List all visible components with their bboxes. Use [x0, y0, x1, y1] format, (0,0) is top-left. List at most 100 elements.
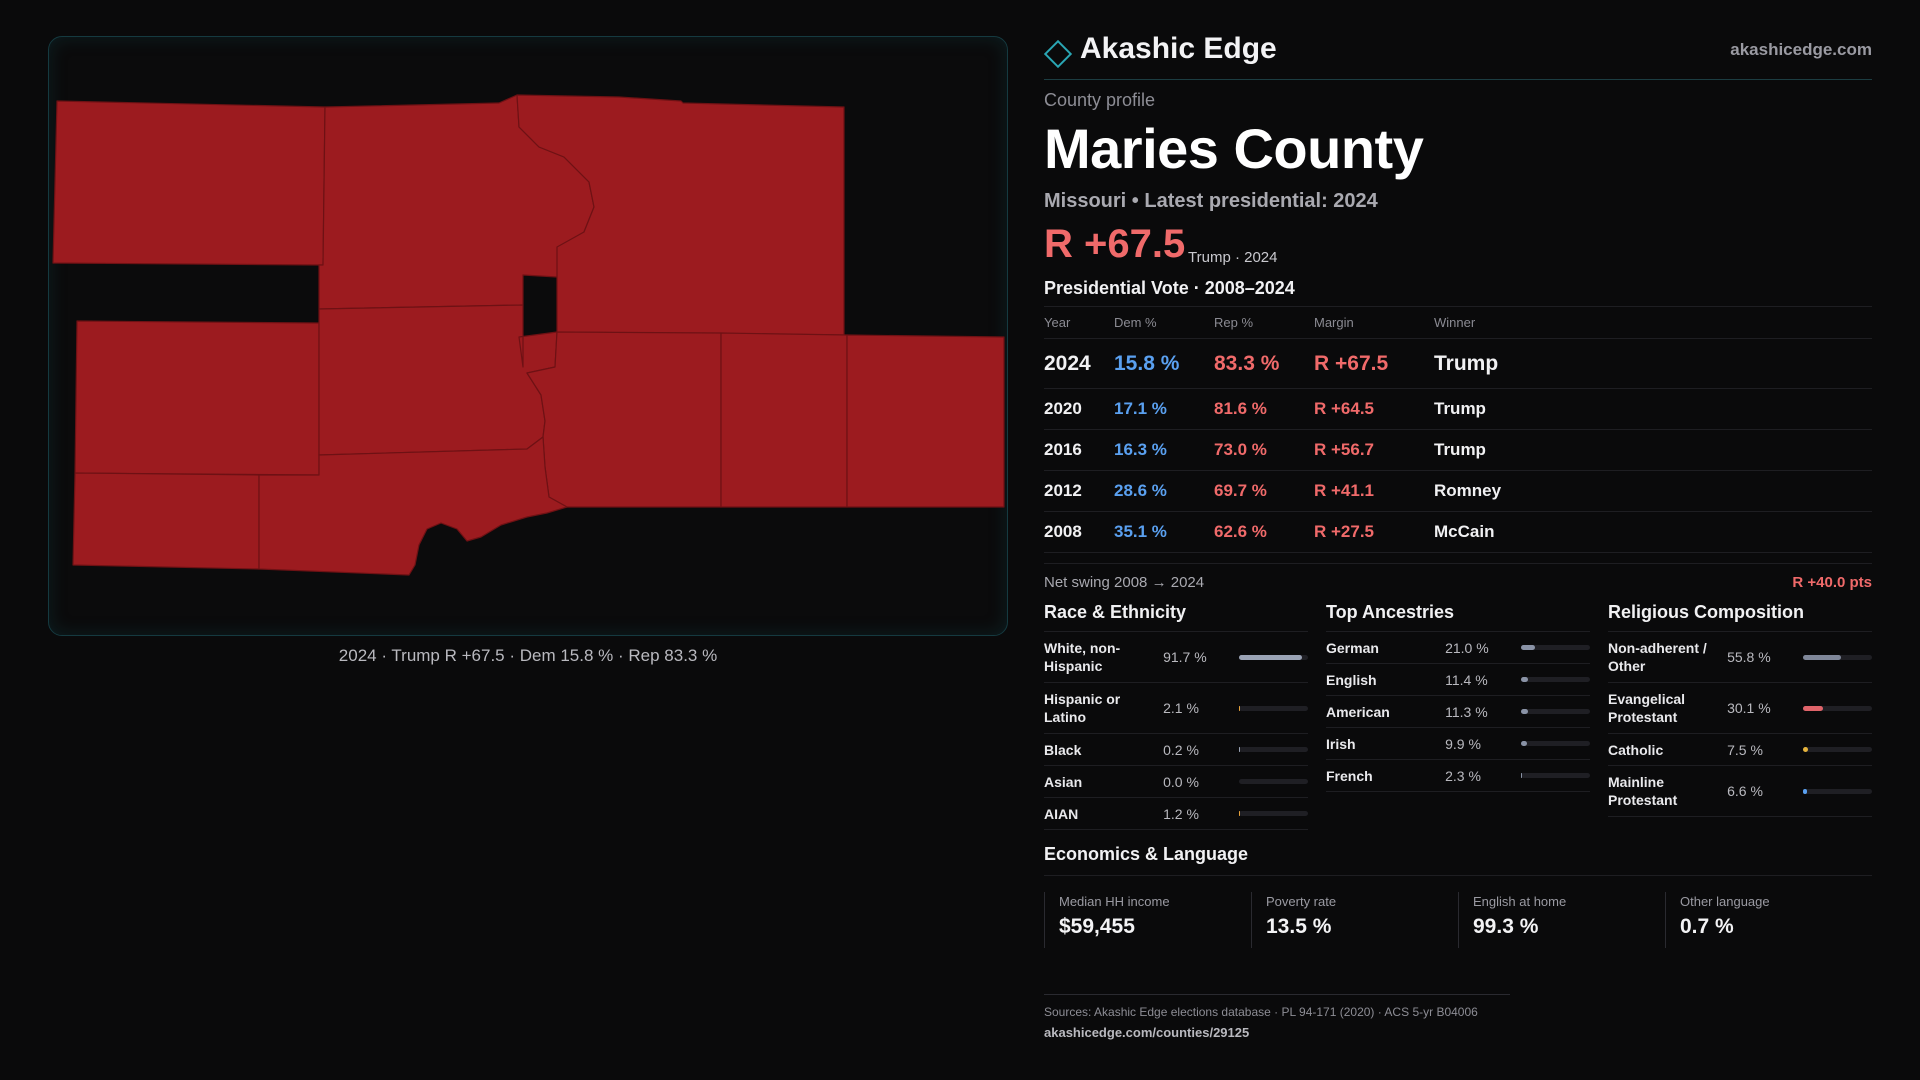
- bar-track: [1520, 773, 1590, 778]
- map-region[interactable]: [52, 100, 326, 266]
- list-item: Asian 0.0 %: [1044, 766, 1308, 798]
- bar-label: American: [1326, 703, 1390, 720]
- brand-name[interactable]: Akashic Edge: [1080, 32, 1277, 65]
- headline-margin: R +67.5: [1044, 222, 1186, 266]
- stat-cell: Median HH income $59,455: [1044, 892, 1251, 948]
- bar-label: Mainline Protestant: [1608, 774, 1678, 808]
- county-map[interactable]: [48, 36, 1008, 636]
- eyebrow-label: County profile: [1044, 90, 1156, 110]
- map-region[interactable]: [318, 304, 558, 456]
- bar-value: 9.9 %: [1445, 735, 1481, 752]
- vote-table-header: Year Dem % Rep % Margin Winner: [1044, 306, 1872, 339]
- page-title: Maries County: [1044, 117, 1424, 180]
- table-row: 2024 15.8 % 83.3 % R +67.5 Trump: [1044, 338, 1872, 389]
- ancestry-section: Top Ancestries German 21.0 % English 11.…: [1326, 602, 1590, 792]
- religion-section-title: Religious Composition: [1608, 602, 1872, 632]
- bar-label: Asian: [1044, 773, 1083, 790]
- bar-value: 0.2 %: [1163, 741, 1199, 758]
- dem-cell: 17.1 %: [1114, 388, 1214, 430]
- header-rep: Rep %: [1214, 306, 1314, 339]
- table-row: 2016 16.3 % 73.0 % R +56.7 Trump: [1044, 429, 1872, 471]
- map-region[interactable]: [516, 94, 845, 336]
- table-row: 2008 35.1 % 62.6 % R +27.5 McCain: [1044, 511, 1872, 553]
- list-item: Mainline Protestant 6.6 %: [1608, 766, 1872, 817]
- bar-track: [1520, 645, 1590, 650]
- list-item: White, non-Hispanic 91.7 %: [1044, 632, 1308, 683]
- bar-value: 1.2 %: [1163, 805, 1199, 822]
- bar-label: Evangelical Protestant: [1608, 691, 1686, 725]
- bar-track: [1802, 788, 1872, 794]
- county-map-svg[interactable]: [49, 37, 1007, 635]
- bar-fill: [1802, 747, 1808, 752]
- diamond-icon: [1043, 39, 1073, 69]
- winner-cell: Trump: [1434, 429, 1872, 471]
- list-item: American 11.3 %: [1326, 696, 1590, 728]
- list-item: French 2.3 %: [1326, 760, 1590, 792]
- list-item: Non-adherent / Other 55.8 %: [1608, 632, 1872, 683]
- rep-cell: 69.7 %: [1214, 470, 1314, 512]
- stat-cell: English at home 99.3 %: [1458, 892, 1665, 948]
- map-region[interactable]: [258, 436, 568, 576]
- bar-fill: [1238, 811, 1240, 816]
- bar-track: [1238, 654, 1308, 660]
- bar-fill: [1520, 773, 1523, 778]
- stat-label: Poverty rate: [1266, 894, 1337, 909]
- winner-cell: Trump: [1434, 338, 1872, 389]
- stat-value: 0.7 %: [1680, 915, 1734, 938]
- bar-track: [1238, 811, 1308, 816]
- map-region[interactable]: [526, 331, 722, 508]
- year-cell: 2020: [1044, 388, 1114, 430]
- margin-cell: R +27.5: [1314, 511, 1434, 553]
- stat-value: $59,455: [1059, 915, 1135, 938]
- header-year: Year: [1044, 306, 1114, 339]
- table-row: 2020 17.1 % 81.6 % R +64.5 Trump: [1044, 388, 1872, 430]
- bar-value: 6.6 %: [1727, 783, 1763, 799]
- sources-text: Sources: Akashic Edge elections database…: [1044, 1005, 1478, 1019]
- list-item: English 11.4 %: [1326, 664, 1590, 696]
- year-cell: 2024: [1044, 338, 1114, 389]
- rep-cell: 73.0 %: [1214, 429, 1314, 471]
- bar-label: English: [1326, 671, 1377, 688]
- county-profile-panel: Akashic Edge akashicedge.com County prof…: [1043, 0, 1872, 1080]
- list-item: AIAN 1.2 %: [1044, 798, 1308, 830]
- net-swing-row: Net swing 2008 → 2024 R +40.0 pts: [1044, 563, 1872, 593]
- bar-track: [1238, 747, 1308, 752]
- bar-value: 21.0 %: [1445, 639, 1489, 656]
- stat-cell: Poverty rate 13.5 %: [1251, 892, 1458, 948]
- map-region[interactable]: [72, 472, 260, 570]
- margin-cell: R +64.5: [1314, 388, 1434, 430]
- margin-cell: R +67.5: [1314, 338, 1434, 389]
- race-section: Race & Ethnicity White, non-Hispanic 91.…: [1044, 602, 1308, 830]
- stat-value: 13.5 %: [1266, 915, 1332, 938]
- sources-footer: Sources: Akashic Edge elections database…: [1044, 994, 1510, 1040]
- economics-section-title: Economics & Language: [1044, 844, 1872, 876]
- map-region[interactable]: [846, 334, 1005, 508]
- stat-label: Median HH income: [1059, 894, 1170, 909]
- stat-label: Other language: [1680, 894, 1770, 909]
- margin-cell: R +56.7: [1314, 429, 1434, 471]
- bar-value: 91.7 %: [1163, 649, 1207, 665]
- map-region[interactable]: [720, 332, 848, 508]
- rep-cell: 83.3 %: [1214, 338, 1314, 389]
- brand-url[interactable]: akashicedge.com: [1730, 40, 1872, 59]
- bar-fill: [1238, 747, 1240, 752]
- bar-track: [1802, 654, 1872, 660]
- brand-header: Akashic Edge akashicedge.com: [1043, 30, 1872, 80]
- bar-value: 2.1 %: [1163, 700, 1199, 716]
- ancestry-section-title: Top Ancestries: [1326, 602, 1590, 632]
- bar-value: 11.4 %: [1445, 671, 1488, 688]
- map-region[interactable]: [74, 320, 320, 476]
- rep-cell: 62.6 %: [1214, 511, 1314, 553]
- bar-fill: [1520, 645, 1536, 650]
- list-item: Black 0.2 %: [1044, 734, 1308, 766]
- winner-cell: Romney: [1434, 470, 1872, 512]
- map-caption: 2024 · Trump R +67.5 · Dem 15.8 % · Rep …: [338, 646, 718, 665]
- bar-track: [1802, 747, 1872, 752]
- margin-cell: R +41.1: [1314, 470, 1434, 512]
- bar-label: White, non-Hispanic: [1044, 640, 1121, 674]
- sources-link[interactable]: akashicedge.com/counties/29125: [1044, 1025, 1250, 1040]
- dem-cell: 35.1 %: [1114, 511, 1214, 553]
- bar-track: [1520, 709, 1590, 714]
- bar-track: [1802, 705, 1872, 711]
- page-subtitle: Missouri • Latest presidential: 2024: [1044, 190, 1378, 212]
